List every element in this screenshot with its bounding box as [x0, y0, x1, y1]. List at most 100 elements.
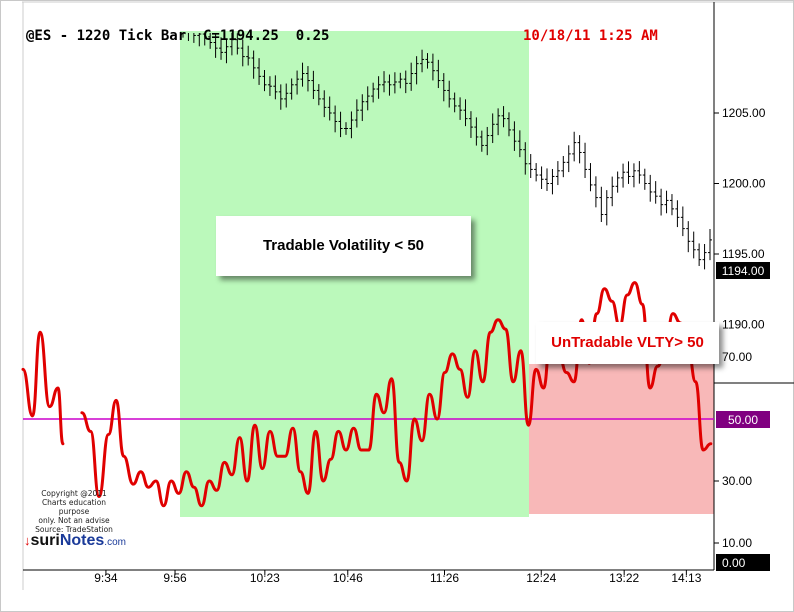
value-tags: 1194.00 50.00 0.00	[716, 262, 770, 571]
threshold-tag-bg	[716, 411, 770, 428]
price-bar	[284, 83, 289, 108]
datetime-header: 10/18/11 1:25 AM	[523, 28, 658, 44]
arrow-down-icon: ↓	[24, 533, 31, 548]
price-bar	[354, 99, 359, 128]
price-bar	[653, 181, 658, 204]
price-bar	[202, 33, 207, 46]
price-bar	[686, 221, 691, 253]
price-bar	[599, 186, 604, 222]
volatility-tick-label: 10.00	[722, 536, 752, 550]
price-bar	[615, 171, 620, 193]
price-bar	[447, 80, 452, 108]
price-bar	[273, 75, 278, 100]
time-tick-label: 10:23	[250, 571, 280, 585]
price-bar	[490, 113, 495, 144]
price-bar	[631, 163, 636, 188]
price-bar	[697, 243, 702, 266]
time-tick-label: 10:46	[333, 571, 363, 585]
price-bar	[229, 33, 234, 56]
copyright-line: Charts education purpose	[41, 498, 107, 516]
price-bar	[708, 229, 712, 261]
price-bar	[251, 50, 256, 79]
price-bar	[669, 194, 674, 216]
current-value-tag-bg	[716, 554, 770, 571]
price-bar	[517, 130, 522, 158]
price-bar	[512, 121, 517, 151]
time-tick-label: 14:13	[671, 571, 701, 585]
price-bar	[577, 135, 582, 164]
current-value-tag-label: 0.00	[722, 556, 746, 570]
price-bar	[485, 126, 490, 156]
logo-suri: suri	[30, 532, 60, 549]
price-bar	[506, 112, 511, 137]
price-bar	[278, 84, 283, 110]
price-bars	[182, 33, 712, 270]
price-bar	[193, 33, 196, 43]
copyright-line: Copyright @2011	[41, 489, 107, 498]
price-bar	[534, 163, 539, 182]
price-bar	[463, 99, 468, 127]
price-bar	[343, 122, 348, 135]
price-bar	[360, 94, 365, 122]
price-tick-label: 1195.00	[722, 247, 765, 261]
copyright-note: Copyright @2011 Charts education purpose…	[26, 489, 122, 534]
price-bar	[637, 161, 642, 184]
price-bar	[642, 168, 647, 190]
price-bar	[414, 56, 419, 85]
price-bar	[664, 190, 669, 214]
price-bar	[572, 131, 577, 162]
price-bar	[458, 97, 463, 120]
price-bar	[523, 142, 528, 175]
price-bar	[659, 188, 664, 216]
price-bar	[327, 96, 332, 121]
threshold-tag: 50.00	[716, 411, 770, 428]
price-bar	[593, 176, 598, 208]
threshold-tag-label: 50.00	[728, 413, 758, 427]
price-bar	[675, 200, 680, 228]
volatility-line	[80, 281, 713, 508]
volatility-line	[21, 330, 65, 446]
price-bar	[387, 74, 392, 96]
time-tick-label: 11:26	[430, 571, 459, 585]
price-bar	[197, 33, 202, 47]
volatility-axis-ticks: 10.00 30.00 70.00	[714, 350, 752, 550]
logo-com: .com	[104, 537, 126, 548]
price-bar	[289, 78, 294, 100]
volatility-tick-label: 30.00	[722, 474, 752, 488]
price-bar	[208, 33, 213, 49]
logo-notes: Notes	[59, 532, 105, 549]
price-bar	[566, 145, 571, 173]
price-bar	[365, 86, 370, 111]
time-axis-ticks: 9:34 9:56 10:23 10:46 11:26 12:24 13:22 14:13	[94, 570, 702, 585]
current-value-tag: 0.00	[716, 554, 770, 571]
price-bar	[648, 174, 653, 202]
time-tick-label: 9:56	[163, 571, 187, 585]
price-bar	[528, 154, 533, 179]
surinotes-logo: ↓suriNotes.com	[24, 532, 126, 550]
price-bar	[403, 70, 408, 94]
price-bar	[425, 53, 430, 69]
price-bar	[295, 70, 300, 95]
time-tick-label: 9:34	[94, 571, 118, 585]
price-bar	[583, 142, 588, 179]
price-bar	[430, 53, 435, 81]
price-bar	[267, 76, 272, 96]
price-bar	[496, 108, 501, 136]
price-bar	[392, 72, 397, 94]
copyright-line: Source: TradeStation	[35, 525, 113, 534]
price-bar	[398, 72, 403, 89]
price-bar	[305, 66, 310, 92]
price-bar	[240, 39, 245, 67]
price-bar	[626, 161, 631, 184]
untradable-callout: UnTradable VLTY> 50	[536, 322, 719, 364]
price-bar	[235, 33, 240, 55]
price-bar	[409, 62, 414, 91]
price-bar	[338, 111, 343, 138]
price-bar	[219, 37, 224, 60]
price-tick-label: 1190.00	[722, 318, 765, 332]
price-bar	[371, 82, 376, 103]
price-bar	[680, 206, 685, 237]
symbol-header: @ES - 1220 Tick Bar C=1194.25 0.25	[26, 28, 330, 44]
last-price-tag: 1194.00	[716, 262, 770, 279]
